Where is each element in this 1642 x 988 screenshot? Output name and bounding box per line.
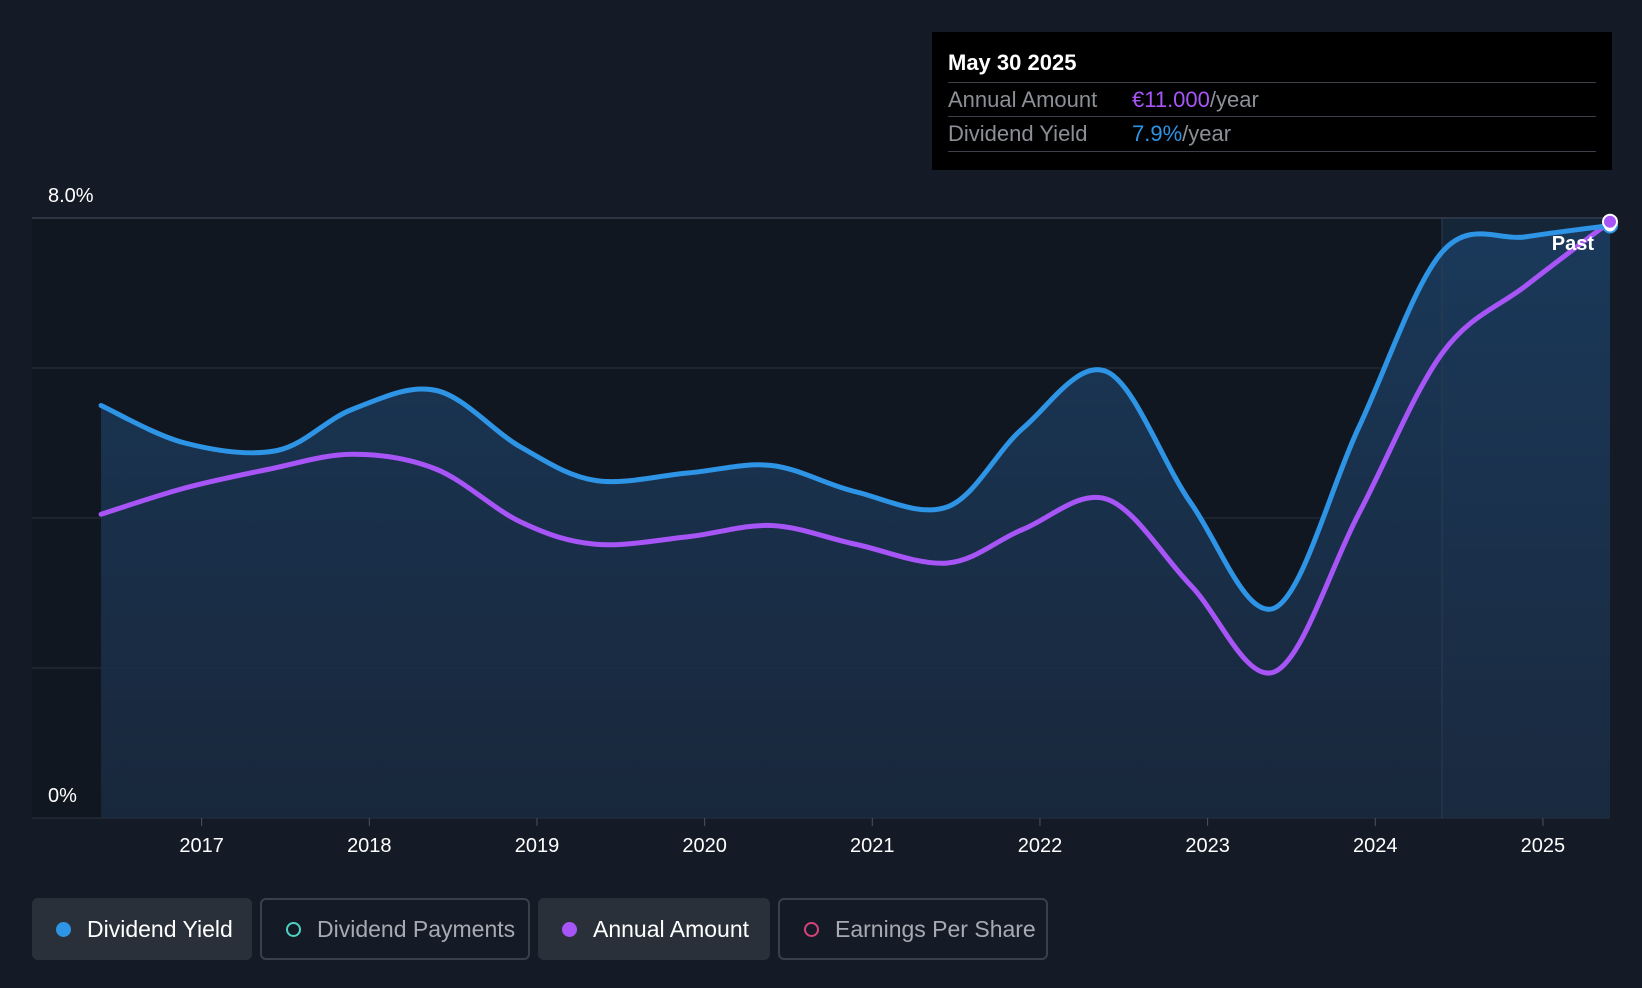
tooltip-row-dividend-yield: Dividend Yield 7.9%/year bbox=[948, 116, 1596, 152]
tooltip-label: Dividend Yield bbox=[948, 121, 1088, 146]
x-tick-label: 2017 bbox=[179, 835, 224, 857]
x-tick-label: 2020 bbox=[682, 835, 727, 857]
y-tick-label-bottom: 0% bbox=[48, 785, 77, 807]
tooltip-unit: /year bbox=[1182, 121, 1232, 146]
x-tick-label: 2022 bbox=[1018, 835, 1063, 857]
tooltip-label: Annual Amount bbox=[948, 87, 1098, 112]
legend-annual-amount[interactable]: Annual Amount bbox=[538, 898, 770, 960]
dividend-yield-area bbox=[101, 225, 1610, 818]
tooltip-row-annual-amount: Annual Amount €11.000/year bbox=[948, 82, 1596, 117]
x-tick-label: 2025 bbox=[1521, 835, 1566, 857]
legend-dividend-payments[interactable]: Dividend Payments bbox=[260, 898, 530, 960]
legend-ring-icon bbox=[804, 921, 819, 937]
tooltip-value: €11.000 bbox=[1132, 87, 1210, 112]
tooltip: May 30 2025 Annual Amount €11.000/year D… bbox=[932, 32, 1612, 170]
tooltip-value: 7.9% bbox=[1132, 121, 1183, 146]
annual-amount-endpoint-marker bbox=[1602, 213, 1618, 230]
x-tick-label: 2024 bbox=[1353, 835, 1398, 857]
tooltip-value-wrap: 7.9%/year bbox=[1132, 117, 1231, 151]
dividend-yield-line bbox=[98, 223, 1613, 612]
legend-earnings-per-share[interactable]: Earnings Per Share bbox=[778, 898, 1048, 960]
legend-dot-icon bbox=[56, 921, 71, 937]
tooltip-unit: /year bbox=[1209, 87, 1259, 112]
x-tick-label: 2021 bbox=[850, 835, 895, 857]
x-tick-label: 2018 bbox=[347, 835, 392, 857]
y-tick-label-top: 8.0% bbox=[48, 185, 94, 207]
legend-label: Annual Amount bbox=[593, 915, 750, 942]
past-label: Past bbox=[1552, 233, 1595, 255]
annual-amount-line bbox=[98, 219, 1613, 676]
legend-label: Dividend Yield bbox=[87, 915, 233, 942]
legend-dot-icon bbox=[562, 921, 577, 937]
x-tick-label: 2019 bbox=[515, 835, 560, 857]
legend-ring-icon bbox=[286, 921, 301, 937]
legend-label: Earnings Per Share bbox=[835, 915, 1036, 942]
legend-dividend-yield[interactable]: Dividend Yield bbox=[32, 898, 252, 960]
legend-label: Dividend Payments bbox=[317, 915, 516, 942]
tooltip-value-wrap: €11.000/year bbox=[1132, 83, 1259, 117]
tooltip-date: May 30 2025 bbox=[948, 50, 1077, 75]
x-tick-label: 2023 bbox=[1185, 835, 1230, 857]
